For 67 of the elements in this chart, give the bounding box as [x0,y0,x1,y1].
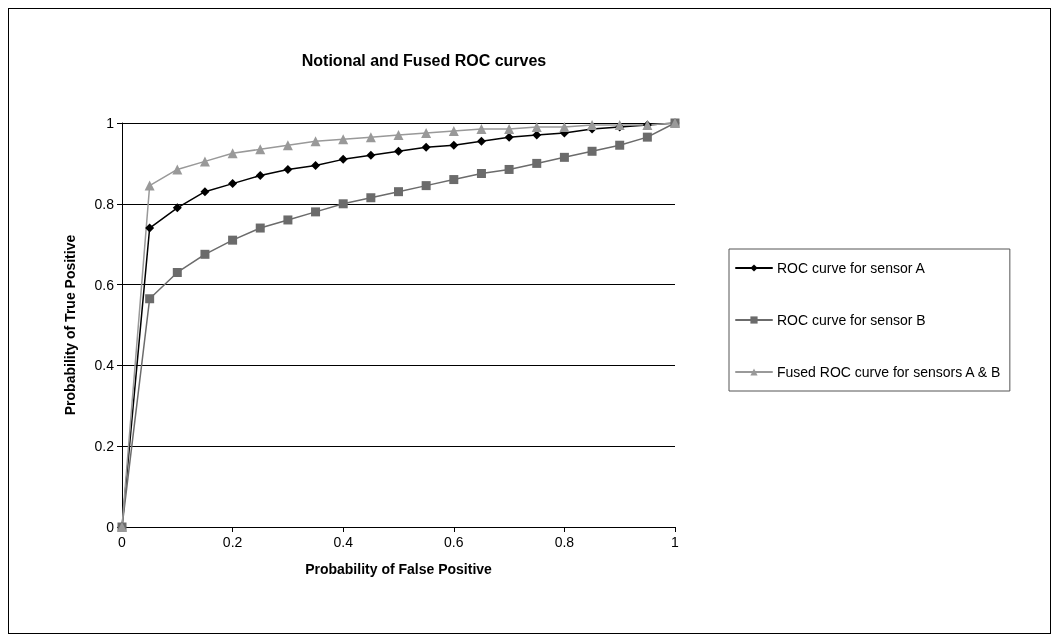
legend-label: Fused ROC curve for sensors A & B [777,364,1001,380]
legend-label: ROC curve for sensor A [777,260,926,276]
point [200,249,210,259]
y-tick-label: 0.4 [94,357,115,374]
y-axis-title: Probability of True Positive [62,234,78,416]
chart-title: Notional and Fused ROC curves [301,51,547,69]
point [310,136,321,147]
x-axis-title: Probability of False Positive [305,561,493,577]
point [449,140,459,150]
point [366,193,376,203]
point [504,164,514,174]
point [283,164,293,174]
y-tick-label: 0.8 [94,195,115,212]
point [615,140,625,150]
point [227,148,238,159]
point [504,124,515,135]
point [394,146,403,156]
x-tick-label: 0.8 [554,534,575,550]
point [449,175,459,185]
point [393,130,404,141]
point [476,124,487,135]
point [531,122,542,133]
point [144,180,155,191]
point [172,267,182,277]
point [311,207,321,217]
point [559,152,569,162]
point [587,120,598,131]
point [338,134,349,145]
point [394,187,403,197]
point [421,142,431,152]
point [587,146,597,156]
y-tick-label: 0.2 [94,438,115,455]
x-tick-label: 1 [671,534,680,550]
y-tick-label: 0.6 [94,276,115,293]
point [255,171,265,181]
point [421,181,431,191]
point [476,169,486,178]
point [311,160,321,170]
point [145,223,155,233]
point [476,136,486,146]
point [255,223,265,233]
x-tick-label: 0.2 [222,534,243,550]
point [338,154,348,164]
y-tick-label: 1 [106,115,115,131]
point [172,164,183,175]
point [255,144,266,155]
x-tick-label: 0.4 [333,534,354,550]
point [283,215,293,225]
point [532,158,542,168]
legend-label: ROC curve for sensor B [777,312,926,328]
point [338,199,348,209]
x-tick-label: 0 [118,534,127,550]
point [365,132,376,143]
point [172,203,182,213]
point [421,128,432,139]
y-tick-label: 0 [106,519,115,535]
x-tick-label: 0.6 [444,534,464,550]
point [199,156,210,167]
point [282,140,293,151]
point [200,187,210,197]
point [228,179,238,189]
point [228,235,238,245]
point [559,122,570,133]
point [366,150,376,160]
point [642,132,652,142]
point [448,126,459,137]
point [145,294,155,304]
